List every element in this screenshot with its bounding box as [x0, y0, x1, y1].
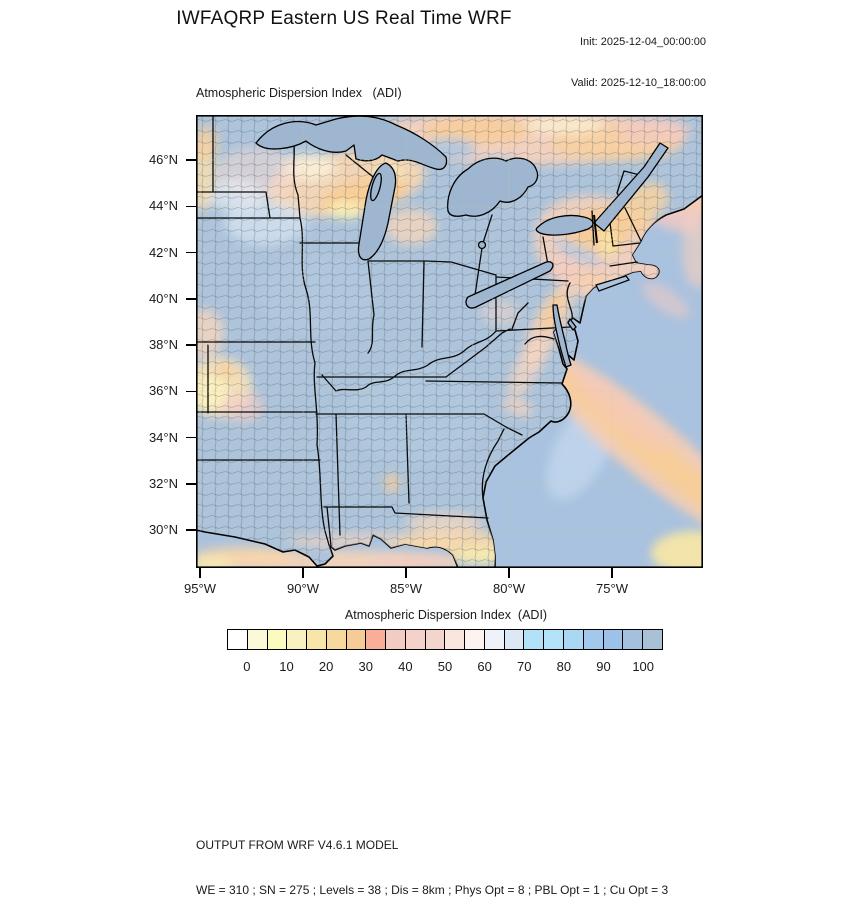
colorbar-cell [267, 630, 288, 649]
lat-tick-mark [186, 205, 196, 207]
timestamp-block: Init: 2025-12-04_00:00:00 Valid: 2025-12… [571, 9, 706, 104]
lon-tick-mark [405, 568, 407, 578]
lat-tick-mark [186, 390, 196, 392]
longitude-axis-ticks [196, 568, 703, 578]
lake-michigan [357, 162, 397, 261]
lake-erie [465, 261, 554, 309]
lake-st-clair [477, 240, 487, 250]
lat-tick-label: 44°N [148, 198, 178, 214]
lat-tick-label: 34°N [148, 429, 178, 445]
lake-champlain [593, 214, 598, 244]
colorbar-cell [524, 630, 545, 649]
colorbar-cell [366, 630, 387, 649]
lon-tick-label: 80°W [493, 581, 525, 596]
latitude-axis-labels: 46°N 44°N 42°N 40°N 38°N 36°N 34°N 32°N 30°N [136, 115, 178, 568]
lake-huron [447, 157, 539, 217]
lat-tick-label: 32°N [148, 475, 178, 491]
colorbar-tick-labels: 0 10 20 30 40 50 60 70 80 90 100 [227, 659, 665, 675]
lon-tick-label: 95°W [184, 581, 216, 596]
lat-tick-mark [186, 483, 196, 485]
page-title: IWFAQRP Eastern US Real Time WRF [176, 8, 512, 29]
colorbar-tick-label: 10 [279, 659, 294, 674]
wrf-plot-page: { "header": { "title": "IWFAQRP Eastern … [136, 8, 763, 897]
model-version-line: OUTPUT FROM WRF V4.6.1 MODEL [196, 838, 399, 852]
great-lakes [255, 115, 669, 368]
adi-map [186, 114, 763, 575]
colorbar-cell [228, 630, 248, 649]
model-config-line: WE = 310 ; SN = 275 ; Levels = 38 ; Dis … [196, 883, 669, 897]
map-subtitle: Atmospheric Dispersion Index (ADI) [196, 86, 402, 100]
colorbar-title: Atmospheric Dispersion Index (ADI) [344, 608, 548, 622]
lon-tick-label: 90°W [287, 581, 319, 596]
colorbar-tick-label: 100 [632, 659, 655, 674]
colorbar-cell [544, 630, 565, 649]
graticule [196, 115, 703, 568]
colorbar-cell [484, 630, 505, 649]
colorbar-cell [623, 630, 644, 649]
colorbar-tick-label: 50 [437, 659, 453, 674]
colorbar [227, 629, 663, 650]
colorbar-tick-label: 30 [358, 659, 373, 674]
colorbar-cell [386, 630, 406, 649]
lake-superior [255, 115, 448, 171]
lat-tick-label: 36°N [148, 383, 178, 399]
colorbar-cell [583, 630, 604, 649]
colorbar-cell [346, 630, 367, 649]
adi-map-canvas [186, 114, 763, 575]
colorbar-tick-label: 40 [398, 659, 413, 674]
lon-tick-label: 75°W [596, 581, 628, 596]
lon-tick-label: 85°W [390, 581, 422, 596]
latitude-axis-ticks [186, 115, 196, 568]
green-bay [370, 172, 382, 202]
long-island [595, 275, 630, 292]
lat-tick-label: 38°N [148, 337, 178, 352]
chesapeake-bay [552, 304, 572, 368]
lat-tick-label: 42°N [148, 244, 178, 260]
lat-tick-mark [186, 251, 196, 254]
colorbar-tick-label: 20 [318, 659, 334, 674]
lat-tick-label: 46°N [148, 152, 178, 167]
lon-tick-mark [611, 568, 613, 578]
colorbar-tick-label: 0 [243, 659, 251, 674]
map-frame [196, 115, 703, 568]
colorbar-tick-label: 90 [596, 659, 611, 674]
colorbar-cell [445, 630, 466, 649]
lat-tick-mark [186, 298, 196, 300]
lake-ontario [535, 214, 594, 236]
lat-tick-label: 40°N [148, 290, 178, 306]
colorbar-cell [307, 630, 327, 649]
colorbar-cell [247, 630, 268, 649]
colorbar-cell [465, 630, 485, 649]
lon-tick-mark [508, 568, 510, 578]
lat-tick-label: 30°N [148, 522, 178, 537]
colorbar-cell [405, 630, 426, 649]
colorbar-tick-label: 80 [556, 659, 572, 674]
lat-tick-mark [186, 344, 196, 346]
delaware-bay [567, 318, 577, 331]
colorbar-cell [643, 630, 662, 649]
colorbar-tick-label: 70 [517, 659, 532, 674]
colorbar-cell [287, 630, 308, 649]
longitude-axis-labels: 95°W 90°W 85°W 80°W 75°W [184, 581, 703, 597]
lat-tick-mark [186, 159, 196, 161]
colorbar-cell [504, 630, 525, 649]
lon-tick-mark [199, 568, 201, 578]
colorbar-cell [564, 630, 584, 649]
lon-tick-mark [302, 568, 304, 578]
colorbar-cell [326, 630, 347, 649]
colorbar-cell [425, 630, 446, 649]
valid-timestamp: Valid: 2025-12-10_18:00:00 [571, 76, 706, 89]
lat-tick-mark [186, 529, 196, 531]
st-lawrence-river [593, 142, 669, 232]
init-timestamp: Init: 2025-12-04_00:00:00 [580, 36, 706, 48]
colorbar-cell [603, 630, 624, 649]
colorbar-tick-label: 60 [477, 659, 492, 674]
lat-tick-mark [186, 436, 196, 439]
model-info: OUTPUT FROM WRF V4.6.1 MODEL WE = 310 ; … [196, 808, 668, 913]
